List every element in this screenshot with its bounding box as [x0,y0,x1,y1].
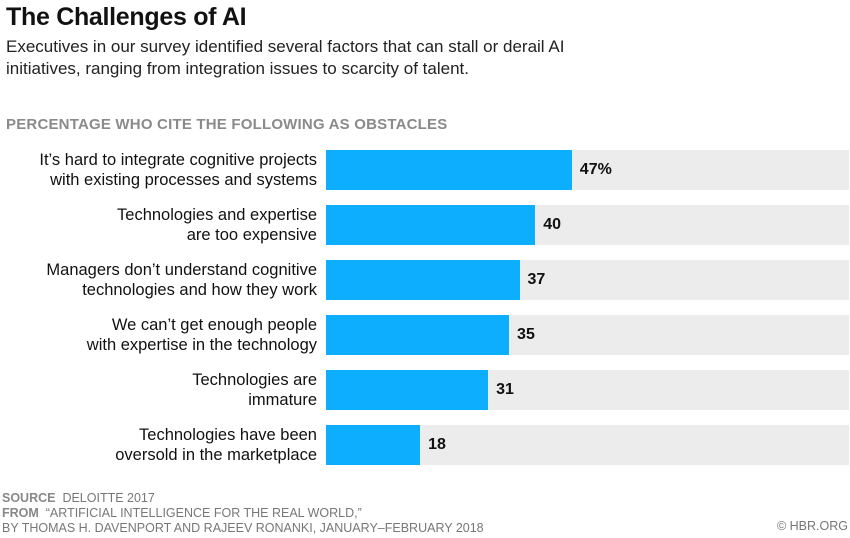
category-label-line: are too expensive [186,226,317,244]
category-label: Managers don’t understand cognitive techn… [0,260,317,300]
byline: BY THOMAS H. DAVENPORT AND RAJEEV RONANK… [2,521,484,535]
category-label-line: immature [248,391,317,409]
category-label-line: It’s hard to integrate cognitive project… [39,151,317,169]
category-label: It’s hard to integrate cognitive project… [0,150,317,190]
source-text: DELOITTE 2017 [62,491,155,505]
bar [326,425,421,465]
category-label: Technologies are immature [0,370,317,410]
data-label: 35 [517,326,535,343]
category-label-line: with existing processes and systems [50,171,317,189]
category-label-line: Managers don’t understand cognitive [46,261,317,279]
bar [326,205,536,245]
category-label: Technologies have been oversold in the ma… [0,425,317,465]
source-label: SOURCE [2,491,56,505]
copyright: © HBR.ORG [776,519,848,533]
bar [326,260,520,300]
data-label: 18 [428,436,446,453]
bar [326,150,572,190]
category-label-line: with expertise in the technology [86,336,317,354]
category-label-line: Technologies are [192,371,317,389]
bar [326,370,489,410]
data-label: 37 [527,271,546,288]
bar [326,315,510,355]
chart-subtitle: Executives in our survey identified seve… [6,37,565,78]
data-label: 40 [543,216,561,233]
from-label: FROM [2,506,39,520]
chart-title: The Challenges of AI [6,3,247,31]
category-label-line: technologies and how they work [82,281,317,299]
data-label: 47% [579,161,612,178]
category-label: Technologies and expertise are too expens… [0,205,317,245]
category-label-line: We can’t get enough people [111,316,317,334]
from-text: “ARTIFICIAL INTELLIGENCE FOR THE REAL WO… [45,506,362,520]
chart-caption: PERCENTAGE WHO CITE THE FOLLOWING AS OBS… [6,116,448,133]
category-label-line: oversold in the marketplace [115,446,317,464]
source-line: SOURCE DELOITTE 2017 [2,490,155,506]
category-label-line: Technologies have been [139,426,317,444]
category-label: We can’t get enough people with expertise… [0,315,317,355]
category-label-line: Technologies and expertise [117,206,317,224]
from-line: FROM “ARTIFICIAL INTELLIGENCE FOR THE RE… [2,505,362,521]
data-label: 31 [496,381,514,398]
